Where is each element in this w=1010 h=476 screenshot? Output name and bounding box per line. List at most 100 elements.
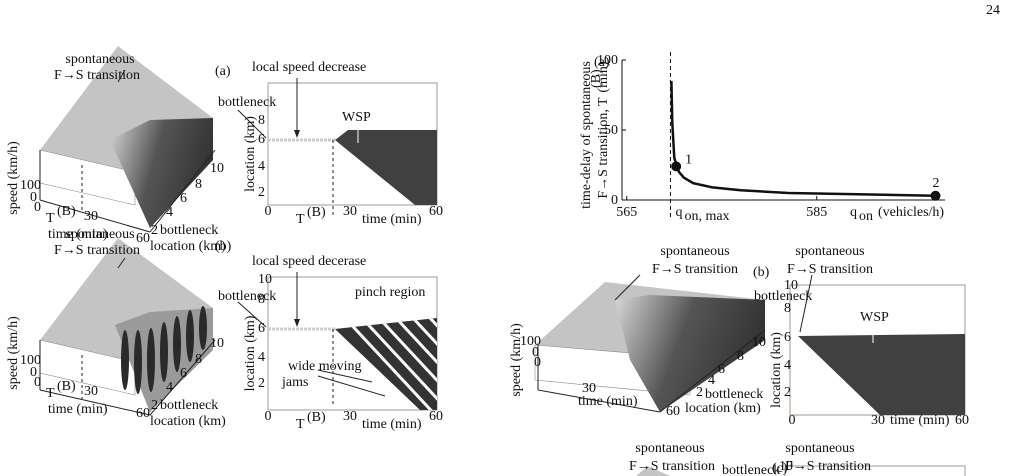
label: WSP bbox=[342, 110, 371, 125]
label: 100 bbox=[20, 353, 41, 368]
label: F→S transition bbox=[54, 68, 140, 83]
label: spontaneous bbox=[785, 441, 854, 456]
label: 0 bbox=[30, 190, 37, 205]
label: 6 bbox=[718, 362, 725, 377]
label: q bbox=[675, 205, 682, 220]
label: time (min) bbox=[890, 413, 950, 428]
point bbox=[930, 190, 941, 201]
label: 2 bbox=[784, 385, 791, 400]
label: 2 bbox=[258, 376, 265, 391]
label: 6 bbox=[180, 366, 187, 381]
point-label: 1 bbox=[685, 152, 692, 167]
label: bottleneck bbox=[218, 95, 276, 110]
label: bottleneck bbox=[160, 398, 218, 413]
label: 4 bbox=[708, 373, 715, 388]
speed-map bbox=[237, 272, 438, 411]
label: T bbox=[46, 211, 55, 226]
label: 60 bbox=[136, 231, 150, 246]
label: 8 bbox=[258, 292, 265, 307]
label: spontaneous bbox=[65, 52, 134, 67]
label: (min) bbox=[596, 61, 611, 92]
label: 0 bbox=[34, 375, 41, 390]
label: 8 bbox=[737, 349, 744, 364]
label: 30 bbox=[343, 204, 357, 219]
label: 4 bbox=[258, 159, 265, 174]
label: 30 bbox=[84, 384, 98, 399]
label: F→S transition bbox=[629, 459, 715, 474]
label: 0 bbox=[265, 409, 272, 424]
point-label: 2 bbox=[933, 176, 940, 191]
label: 6 bbox=[258, 321, 265, 336]
y-tick-label: 0 bbox=[611, 193, 618, 208]
label: bottleneck bbox=[705, 387, 763, 402]
label: 10 bbox=[210, 336, 224, 351]
label: speed (km/h) bbox=[6, 141, 21, 215]
label: 8 bbox=[784, 301, 791, 316]
label: 60 bbox=[955, 413, 969, 428]
label: time (min) bbox=[362, 417, 422, 432]
label: 2 bbox=[696, 385, 703, 400]
label: (c) bbox=[772, 461, 788, 476]
label: 6 bbox=[784, 330, 791, 345]
label: q bbox=[850, 205, 857, 220]
label: 0 bbox=[265, 204, 272, 219]
label: location (km) bbox=[685, 401, 761, 416]
label: 60 bbox=[136, 406, 150, 421]
label: speed (km/h) bbox=[509, 323, 524, 397]
label: time (min) bbox=[362, 212, 422, 227]
label: 30 bbox=[582, 381, 596, 396]
label: bottleneck bbox=[754, 289, 812, 304]
label: (a) bbox=[594, 55, 610, 70]
label: 100 bbox=[520, 334, 541, 349]
label: spontaneous bbox=[65, 227, 134, 242]
label: time-delay of spontaneous bbox=[579, 61, 594, 209]
label: 24 bbox=[986, 3, 1000, 18]
label: (b) bbox=[215, 239, 232, 254]
label: time (min) bbox=[48, 227, 108, 242]
label: on, max bbox=[684, 209, 729, 224]
label: 30 bbox=[871, 413, 885, 428]
label: 0 bbox=[532, 345, 539, 360]
label: (B) bbox=[307, 410, 326, 425]
label: (a) bbox=[215, 64, 231, 79]
label: 10 bbox=[784, 278, 798, 293]
label: location (km) bbox=[243, 116, 258, 192]
label: time (min) bbox=[48, 402, 108, 417]
y-tick-label: 100 bbox=[597, 53, 618, 68]
label: bottleneck bbox=[722, 463, 780, 476]
x-tick-label: 585 bbox=[806, 205, 827, 220]
label: 2 bbox=[258, 185, 265, 200]
label: location (km) bbox=[243, 315, 258, 391]
label: spontaneous bbox=[795, 244, 864, 259]
label: (vehicles/h) bbox=[878, 205, 944, 220]
label: 4 bbox=[784, 358, 791, 373]
label: 4 bbox=[258, 350, 265, 365]
label: 4 bbox=[166, 205, 173, 220]
label: wide moving bbox=[288, 359, 362, 374]
delay-curve bbox=[670, 80, 936, 198]
label: T bbox=[296, 212, 305, 227]
label: spontaneous bbox=[660, 244, 729, 259]
label: bottleneck bbox=[160, 223, 218, 238]
label: 2 bbox=[151, 223, 158, 238]
label: speed (km/h) bbox=[6, 316, 21, 390]
label: local speed decrease bbox=[252, 60, 366, 75]
label: (B) bbox=[589, 69, 604, 88]
label: F→S transition bbox=[54, 243, 140, 258]
label: (b) bbox=[753, 265, 770, 280]
label: 60 bbox=[429, 409, 443, 424]
label: 8 bbox=[258, 113, 265, 128]
label: WSP bbox=[860, 310, 889, 325]
y-tick-label: 50 bbox=[604, 123, 618, 138]
label: 0 bbox=[30, 365, 37, 380]
label: F→S transition bbox=[652, 262, 738, 277]
label: 6 bbox=[180, 191, 187, 206]
label: 10 bbox=[258, 272, 272, 287]
label: 30 bbox=[343, 409, 357, 424]
delay-chart: 0 50 100 565 585 1 2 bbox=[597, 52, 945, 220]
surface-3d bbox=[39, 238, 216, 416]
label: 10 bbox=[210, 161, 224, 176]
label: location (km) bbox=[150, 414, 226, 429]
label: (B) bbox=[57, 204, 76, 219]
